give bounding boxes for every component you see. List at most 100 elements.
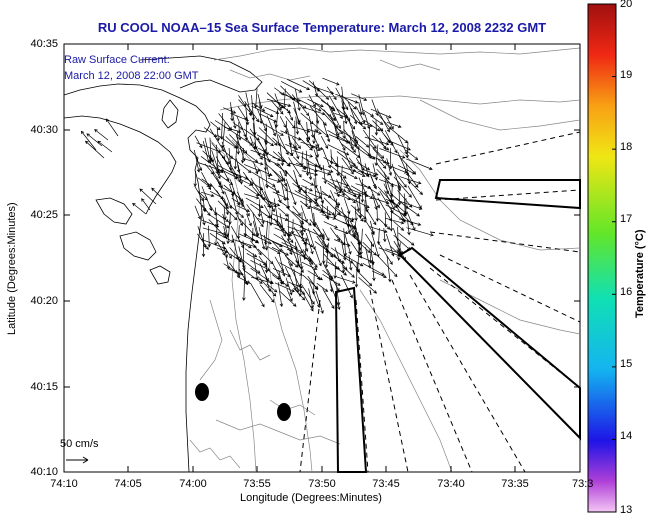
current-vector <box>201 233 206 258</box>
current-vector <box>237 276 251 284</box>
current-vector <box>322 288 335 310</box>
current-vector <box>311 269 316 295</box>
current-vector <box>209 155 221 180</box>
current-vector <box>245 92 253 117</box>
current-vector <box>244 248 258 258</box>
current-vector <box>252 115 257 136</box>
current-vector <box>236 214 243 227</box>
current-vector <box>386 121 402 128</box>
current-vector <box>377 158 387 169</box>
current-vector <box>273 198 280 227</box>
current-vector <box>314 86 335 95</box>
current-vector <box>309 144 321 151</box>
current-vector <box>236 225 241 240</box>
current-vector <box>375 205 380 222</box>
current-vector <box>307 270 323 281</box>
current-vector <box>259 186 272 209</box>
x-tick-label: 74:05 <box>114 478 142 490</box>
annotation-line-1: Raw Surface Current: <box>64 54 170 66</box>
colorbar-label: Temperature (°C) <box>634 229 646 318</box>
current-vector <box>258 226 266 250</box>
current-vector <box>209 137 213 161</box>
current-vector <box>349 114 367 130</box>
current-vector <box>305 232 314 255</box>
data-gap-blob <box>195 383 209 401</box>
current-vector <box>321 191 341 206</box>
current-vector <box>351 169 366 177</box>
current-vector <box>336 267 348 276</box>
current-vector <box>228 148 233 172</box>
current-vector <box>326 205 330 221</box>
current-vector <box>94 129 109 141</box>
current-vector <box>355 269 373 287</box>
current-vectors <box>80 77 434 314</box>
coastline <box>63 55 263 473</box>
current-vector <box>228 212 232 226</box>
current-vector <box>288 157 302 178</box>
current-vector <box>386 233 395 257</box>
current-vector <box>371 99 379 117</box>
current-vector <box>141 198 151 211</box>
current-vector <box>226 219 231 245</box>
current-vector <box>246 204 264 228</box>
current-vector <box>363 205 377 226</box>
current-vector <box>210 121 221 131</box>
current-vector <box>301 239 314 248</box>
data-gap-blob <box>277 403 291 421</box>
current-vector <box>304 186 308 208</box>
current-vector <box>307 128 322 135</box>
current-vector <box>200 191 215 198</box>
x-axis-label: Longitude (Degrees:Minutes) <box>240 492 382 504</box>
bathymetry-contours <box>189 47 581 473</box>
current-vector <box>221 240 228 259</box>
current-vector <box>398 218 422 226</box>
current-vector <box>330 190 339 209</box>
current-vector <box>279 144 285 167</box>
current-vector <box>243 269 263 284</box>
current-vector <box>239 148 259 163</box>
current-vector <box>229 184 235 197</box>
current-vector <box>244 158 264 166</box>
current-vector <box>242 262 248 285</box>
current-vector <box>372 197 390 205</box>
current-vector <box>245 197 264 208</box>
current-vector <box>278 207 289 217</box>
current-vector <box>397 242 401 261</box>
current-vector <box>250 276 274 285</box>
current-vector <box>193 149 201 173</box>
current-vector <box>286 288 293 302</box>
current-vector <box>313 178 318 202</box>
current-vector <box>258 127 278 146</box>
current-vector <box>299 256 304 270</box>
current-vector <box>348 120 359 144</box>
current-vector <box>406 158 433 171</box>
current-vector <box>301 185 313 192</box>
current-vector <box>237 240 252 249</box>
current-vector <box>288 135 294 157</box>
current-vector <box>360 179 365 203</box>
current-vector <box>243 193 260 200</box>
current-vector <box>219 112 224 140</box>
current-vector <box>288 231 309 241</box>
current-vector <box>341 240 347 261</box>
current-vector <box>378 247 401 257</box>
current-vector <box>369 185 380 209</box>
figure-title: RU COOL NOAA–15 Sea Surface Temperature:… <box>97 20 547 35</box>
current-vector <box>358 277 377 294</box>
current-vector <box>334 228 349 235</box>
current-vector <box>281 183 287 202</box>
current-vector <box>315 115 319 134</box>
current-vector <box>344 136 356 153</box>
current-vector <box>307 228 316 251</box>
colorbar-tick-label: 17 <box>620 213 633 225</box>
current-vector <box>358 102 363 116</box>
current-vector <box>374 144 379 167</box>
current-vector <box>339 165 343 192</box>
current-vector <box>363 129 377 149</box>
current-vector <box>214 220 218 246</box>
current-vector <box>405 149 419 161</box>
current-vector <box>393 176 412 198</box>
current-vector <box>362 241 377 256</box>
current-vector <box>266 283 278 293</box>
